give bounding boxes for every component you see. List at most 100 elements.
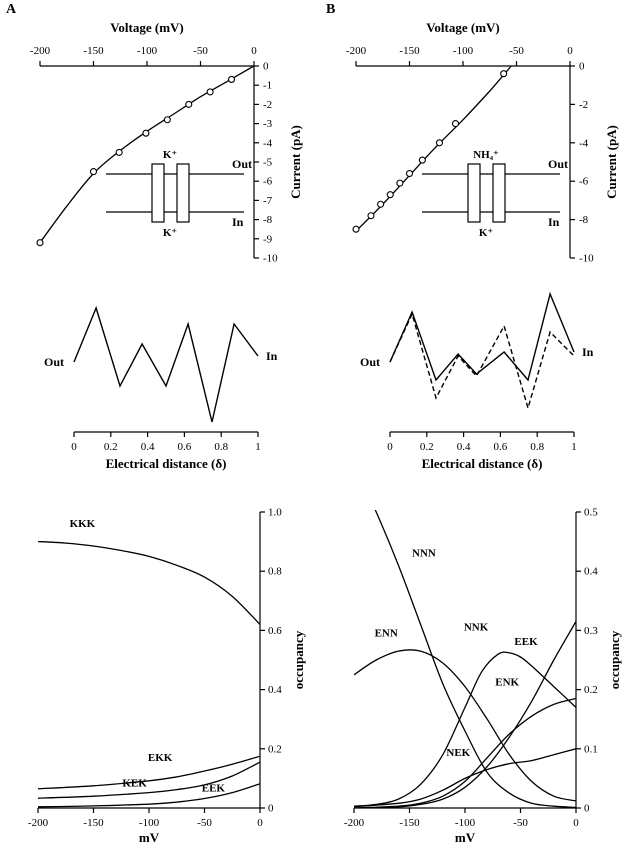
svg-text:-200: -200	[344, 817, 365, 829]
svg-text:-100: -100	[137, 45, 158, 57]
data-point	[405, 169, 414, 178]
panel-b-occupancy-chart: -200 -150 -100 -50 0 mV 0 0.1 0.2 0.3 0.4 0.5 occupa…	[318, 498, 635, 846]
svg-text:In: In	[548, 215, 560, 229]
svg-text:1: 1	[571, 441, 577, 453]
occupancy-axes: -200 -150 -100 -50 0 mV 0 0.2 0.4 0.6 0.8 1.0 occupa…	[28, 507, 306, 846]
svg-text:0.4: 0.4	[457, 441, 471, 453]
curve-ENK	[354, 697, 576, 808]
svg-text:-150: -150	[83, 45, 104, 57]
svg-text:0.2: 0.2	[584, 684, 598, 696]
svg-text:-100: -100	[139, 817, 160, 829]
svg-text:-50: -50	[513, 817, 528, 829]
svg-text:-8: -8	[263, 214, 273, 226]
svg-text:0.6: 0.6	[178, 441, 192, 453]
curve-NNK	[354, 651, 576, 807]
data-point	[500, 70, 508, 78]
svg-text:NH₄⁺: NH₄⁺	[473, 149, 499, 161]
svg-text:EEK: EEK	[202, 783, 226, 795]
svg-text:In: In	[582, 345, 594, 359]
b_profile-svg: 0 0.2 0.4 0.6 0.8 1 Electrical distance (δ) Out…	[360, 291, 594, 471]
iv-curve	[352, 65, 512, 233]
svg-text:K⁺: K⁺	[163, 227, 178, 239]
svg-text:0: 0	[387, 441, 393, 453]
svg-text:-6: -6	[263, 176, 273, 188]
a_iv-svg: -200 -150 -100 -50 0 Voltage (mV) 0 -1 -2 -3 -4 -5 -…	[30, 20, 303, 265]
channel-inset: NH₄⁺ K⁺ Out In	[422, 149, 568, 239]
svg-text:0.2: 0.2	[420, 441, 434, 453]
occupancy-curve-labels: KKK EKK KEK EEK	[70, 518, 226, 795]
svg-text:-200: -200	[28, 817, 49, 829]
data-point	[185, 100, 193, 108]
svg-text:0.1: 0.1	[584, 743, 598, 755]
svg-text:-8: -8	[579, 214, 589, 226]
svg-text:Electrical distance (δ): Electrical distance (δ)	[106, 456, 227, 471]
svg-text:K⁺: K⁺	[163, 149, 178, 161]
svg-text:0.6: 0.6	[494, 441, 508, 453]
curve-EEK	[354, 621, 576, 808]
svg-text:-50: -50	[197, 817, 212, 829]
curve-KKK	[38, 540, 260, 625]
svg-text:EKK: EKK	[148, 752, 173, 764]
svg-text:occupancy: occupancy	[291, 630, 306, 689]
svg-text:In: In	[266, 349, 278, 363]
energy-profile-lines: Out In	[44, 305, 278, 423]
svg-text:0.4: 0.4	[584, 566, 598, 578]
svg-text:-3: -3	[263, 118, 273, 130]
svg-text:-7: -7	[263, 195, 273, 207]
svg-text:-150: -150	[399, 817, 420, 829]
svg-text:Electrical distance (δ): Electrical distance (δ)	[422, 456, 543, 471]
svg-text:0: 0	[71, 441, 77, 453]
svg-text:0: 0	[567, 45, 573, 57]
curve-NEK	[354, 748, 576, 808]
occupancy-axes: -200 -150 -100 -50 0 mV 0 0.1 0.2 0.3 0.4 0.5 occupa…	[344, 507, 622, 846]
data-point	[451, 120, 460, 128]
svg-text:-150: -150	[83, 817, 104, 829]
svg-text:K⁺: K⁺	[479, 227, 494, 239]
iv-curve	[36, 65, 255, 247]
svg-text:0: 0	[573, 817, 579, 829]
data-point	[163, 116, 171, 124]
panel-a-occupancy-chart: -200 -150 -100 -50 0 mV 0 0.2 0.4 0.6 0.8 1.0 occupa…	[2, 498, 319, 846]
curve-NNN	[374, 510, 576, 808]
svg-text:0: 0	[263, 61, 269, 73]
profile-axes: 0 0.2 0.4 0.6 0.8 1 Electrical distance (δ)	[71, 431, 261, 471]
svg-text:0.3: 0.3	[584, 625, 598, 637]
svg-text:-5: -5	[263, 157, 273, 169]
svg-text:Voltage (mV): Voltage (mV)	[110, 20, 184, 35]
svg-text:0.2: 0.2	[104, 441, 118, 453]
svg-text:-10: -10	[263, 253, 278, 265]
svg-text:NEK: NEK	[446, 747, 470, 759]
svg-text:-6: -6	[579, 176, 589, 188]
svg-text:0: 0	[584, 803, 590, 815]
svg-text:Out: Out	[360, 355, 380, 369]
svg-text:-4: -4	[579, 137, 589, 149]
svg-text:1.0: 1.0	[268, 507, 282, 519]
data-point	[377, 200, 385, 208]
profile-axes: 0 0.2 0.4 0.6 0.8 1 Electrical distance (δ)	[387, 431, 577, 471]
curve-KEK	[38, 761, 260, 799]
svg-text:-4: -4	[263, 137, 273, 149]
svg-text:0.4: 0.4	[268, 684, 282, 696]
svg-text:0: 0	[251, 45, 257, 57]
svg-text:EEK: EEK	[514, 636, 538, 648]
channel-inset: K⁺ K⁺ Out In	[106, 149, 252, 239]
svg-text:Out: Out	[548, 157, 568, 171]
svg-text:-1: -1	[263, 80, 272, 92]
panel-b-label: B	[326, 2, 336, 17]
svg-text:NNK: NNK	[464, 621, 489, 633]
occupancy-curves	[38, 540, 260, 808]
occupancy-curve-labels: NNN ENN NNK EEK ENK NEK	[375, 547, 539, 759]
data-point	[367, 212, 375, 220]
iv-axes: -200 -150 -100 -50 0 Voltage (mV) 0 -2 -4 -6 -8 -10…	[346, 20, 619, 265]
svg-text:Out: Out	[232, 157, 252, 171]
curve-ENN	[354, 649, 576, 802]
svg-text:0.8: 0.8	[268, 566, 282, 578]
svg-text:Voltage (mV): Voltage (mV)	[426, 20, 500, 35]
svg-text:-100: -100	[455, 817, 476, 829]
svg-text:-2: -2	[263, 99, 272, 111]
svg-text:mV: mV	[455, 830, 476, 845]
svg-text:NNN: NNN	[412, 547, 436, 559]
occupancy-curves	[354, 510, 576, 808]
svg-text:-50: -50	[193, 45, 208, 57]
svg-text:-100: -100	[453, 45, 474, 57]
